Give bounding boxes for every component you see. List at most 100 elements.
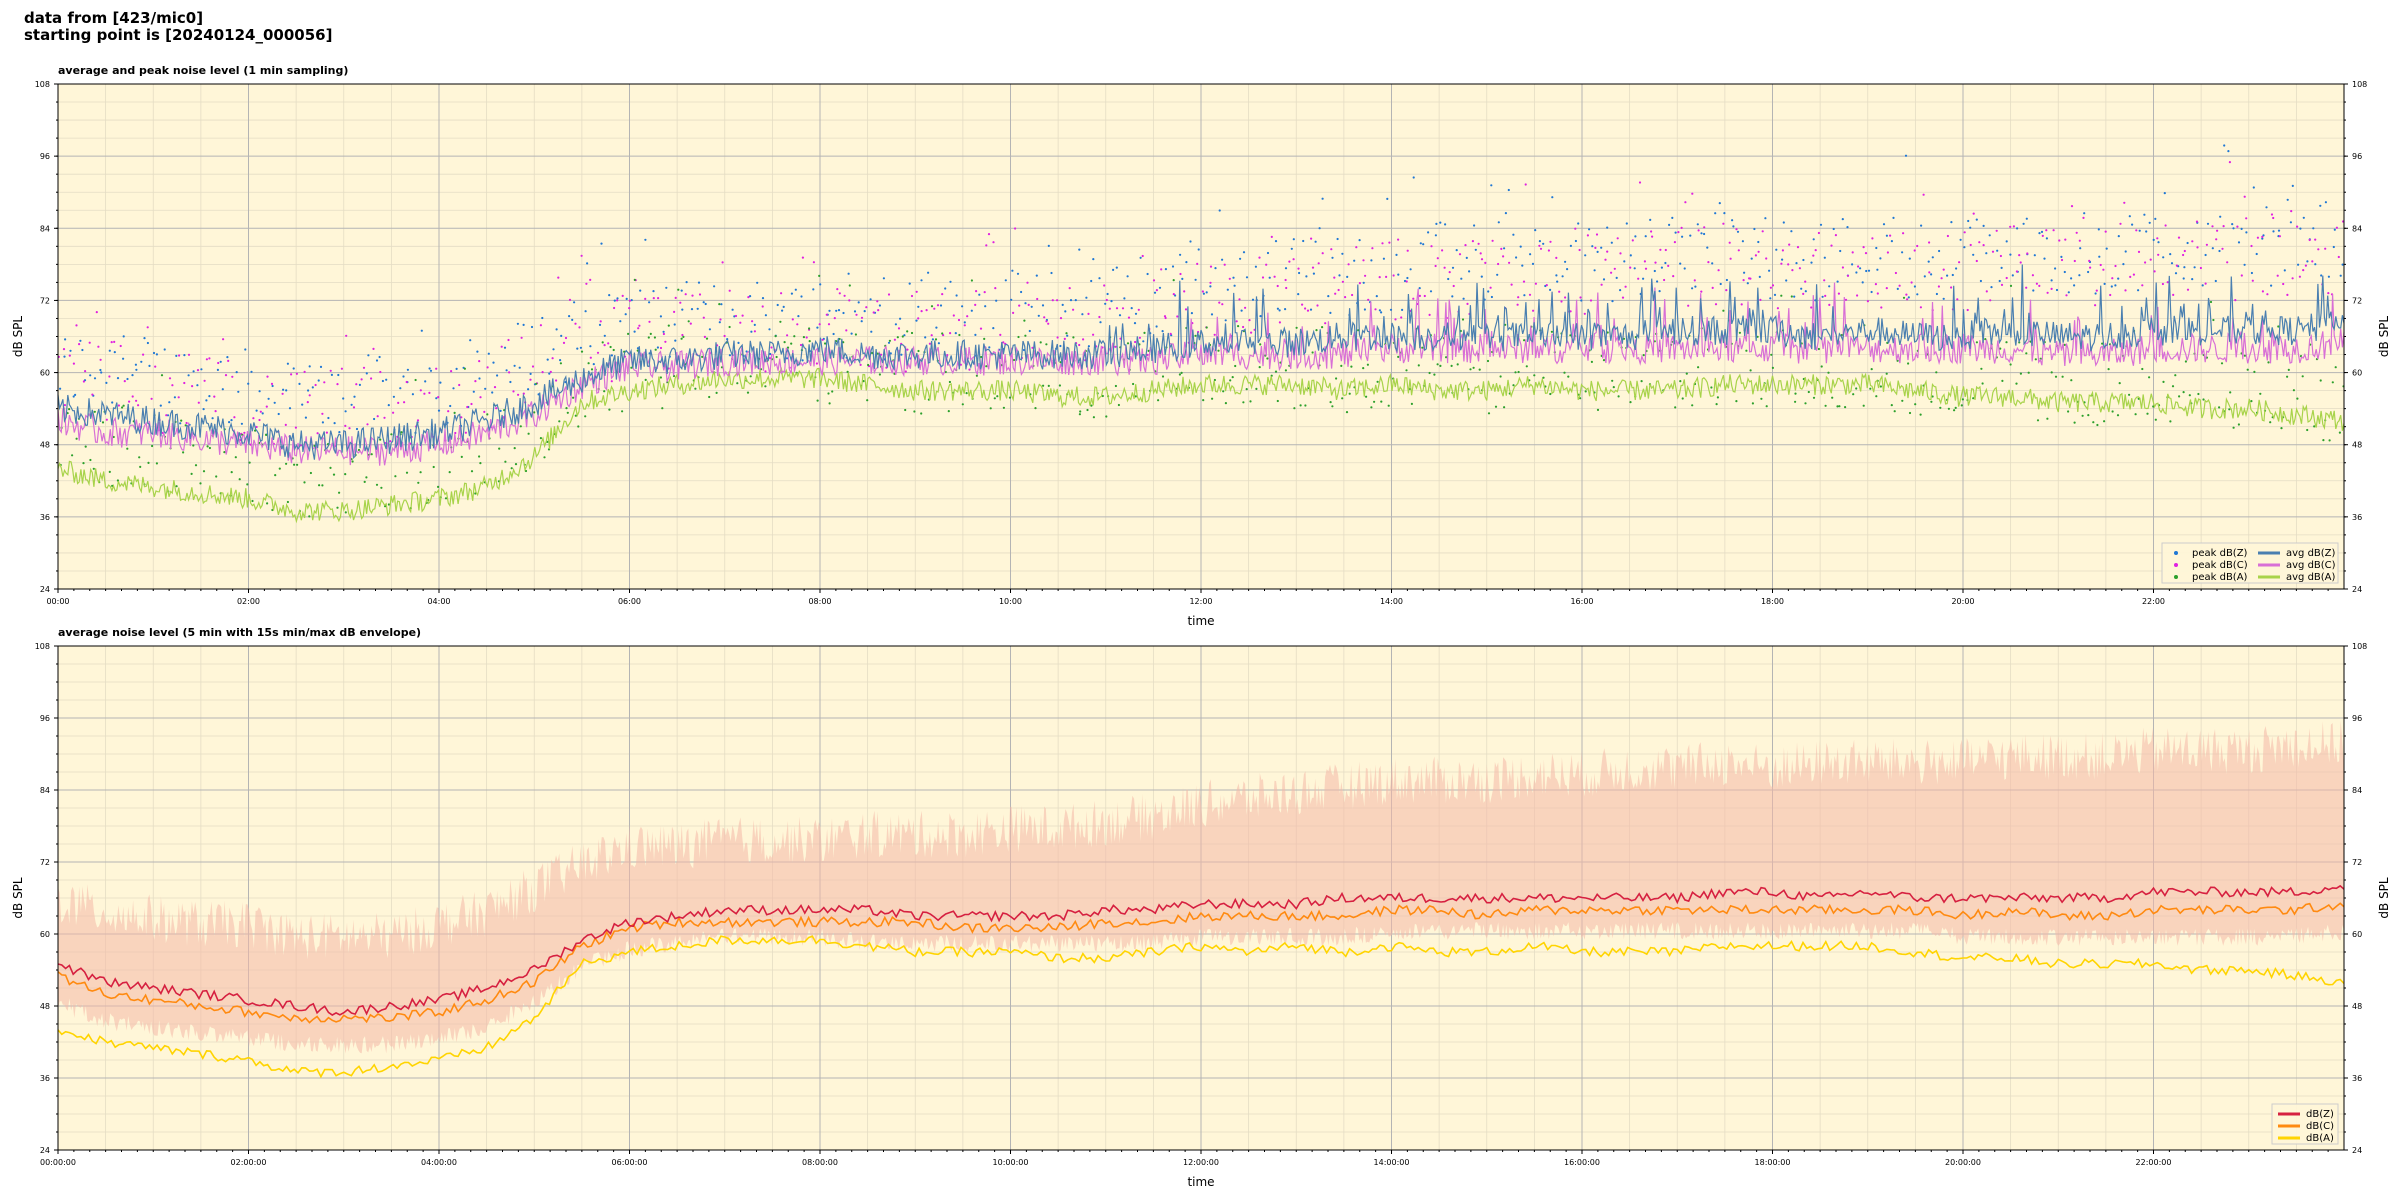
scatter-point — [1515, 256, 1518, 259]
scatter-point — [1473, 224, 1476, 227]
scatter-point — [1683, 267, 1686, 270]
scatter-point — [2061, 375, 2064, 378]
scatter-point — [751, 320, 754, 323]
scatter-point — [63, 404, 66, 407]
scatter-point — [317, 379, 320, 382]
scatter-point — [560, 334, 563, 337]
scatter-point — [1185, 261, 1188, 264]
scatter-point — [266, 375, 269, 378]
scatter-point — [2163, 192, 2166, 195]
scatter-point — [1244, 306, 1247, 309]
scatter-point — [1027, 303, 1030, 306]
scatter-point — [915, 319, 918, 322]
scatter-point — [1668, 223, 1671, 226]
scatter-point — [2052, 229, 2055, 232]
scatter-point — [1892, 216, 1895, 219]
scatter-point — [414, 378, 417, 382]
scatter-point — [786, 334, 789, 337]
scatter-point — [1963, 231, 1966, 234]
scatter-point — [1611, 300, 1614, 303]
scatter-point — [2070, 205, 2074, 208]
scatter-point — [1338, 274, 1341, 277]
scatter-point — [2109, 293, 2112, 297]
scatter-point — [1956, 298, 1959, 301]
scatter-point — [1642, 354, 1645, 357]
scatter-point — [237, 390, 240, 393]
scatter-point — [325, 431, 328, 434]
scatter-point — [2045, 237, 2048, 240]
envelope-area — [58, 720, 2344, 1054]
scatter-point — [126, 377, 129, 381]
scatter-point — [589, 356, 592, 359]
scatter-point — [1335, 377, 1338, 380]
scatter-point — [2237, 423, 2240, 426]
scatter-point — [1268, 276, 1271, 279]
scatter-point — [1902, 296, 1906, 299]
scatter-point — [1972, 253, 1975, 256]
scatter-point — [2236, 225, 2239, 228]
legend-box — [2161, 542, 2339, 584]
scatter-point — [2265, 206, 2268, 209]
scatter-point — [1234, 364, 1237, 368]
scatter-point — [288, 407, 292, 410]
scatter-point — [292, 367, 295, 370]
scatter-point — [1370, 406, 1373, 409]
scatter-point — [1479, 252, 1482, 255]
scatter-point — [203, 379, 206, 382]
scatter-point — [1588, 228, 1591, 231]
scatter-point — [589, 345, 592, 348]
y-tick-label-left: 96 — [40, 714, 50, 723]
scatter-point — [1775, 248, 1778, 251]
scatter-point — [887, 293, 891, 296]
scatter-point — [2009, 284, 2013, 287]
scatter-point — [1890, 240, 1893, 243]
scatter-point — [1223, 263, 1226, 266]
scatter-point — [721, 261, 724, 264]
scatter-point — [184, 424, 187, 427]
scatter-point — [726, 338, 729, 341]
scatter-point — [486, 413, 489, 416]
scatter-point — [329, 369, 332, 372]
scatter-point — [827, 392, 830, 395]
scatter-point — [2183, 266, 2186, 269]
scatter-point — [1317, 262, 1320, 265]
scatter-point — [659, 346, 663, 350]
scatter-point — [801, 359, 804, 362]
scatter-point — [1978, 241, 1981, 244]
scatter-point — [2025, 352, 2028, 355]
scatter-point — [1841, 266, 1844, 269]
scatter-point — [1362, 367, 1365, 370]
scatter-point — [452, 387, 455, 390]
scatter-point — [2250, 400, 2253, 403]
scatter-point — [1862, 404, 1865, 407]
scatter-point — [423, 392, 426, 395]
y-tick-label-right: 108 — [2352, 642, 2367, 651]
scatter-point — [1524, 183, 1527, 186]
scatter-point — [2162, 380, 2165, 383]
scatter-point — [736, 382, 739, 385]
y-tick-label-left: 84 — [40, 224, 50, 233]
scatter-point — [1800, 287, 1803, 290]
scatter-point — [664, 340, 667, 343]
series-line — [57, 902, 2345, 1024]
scatter-point — [1381, 242, 1384, 245]
scatter-point — [1433, 373, 1436, 376]
scatter-point — [355, 383, 358, 386]
scatter-point — [917, 317, 920, 320]
scatter-point — [1569, 244, 1572, 247]
scatter-point — [633, 330, 636, 333]
scatter-point — [1171, 265, 1175, 268]
scatter-point — [816, 326, 819, 329]
scatter-point — [1374, 308, 1377, 311]
scatter-point — [1344, 296, 1347, 299]
scatter-point — [1137, 308, 1140, 311]
scatter-point — [1355, 246, 1358, 249]
scatter-point — [1456, 363, 1459, 366]
scatter-point — [818, 323, 821, 326]
scatter-point — [1183, 290, 1186, 293]
scatter-point — [1859, 267, 1862, 270]
scatter-point — [265, 405, 268, 408]
scatter-point — [1729, 257, 1732, 260]
scatter-point — [1103, 284, 1106, 287]
scatter-point — [2259, 392, 2262, 395]
